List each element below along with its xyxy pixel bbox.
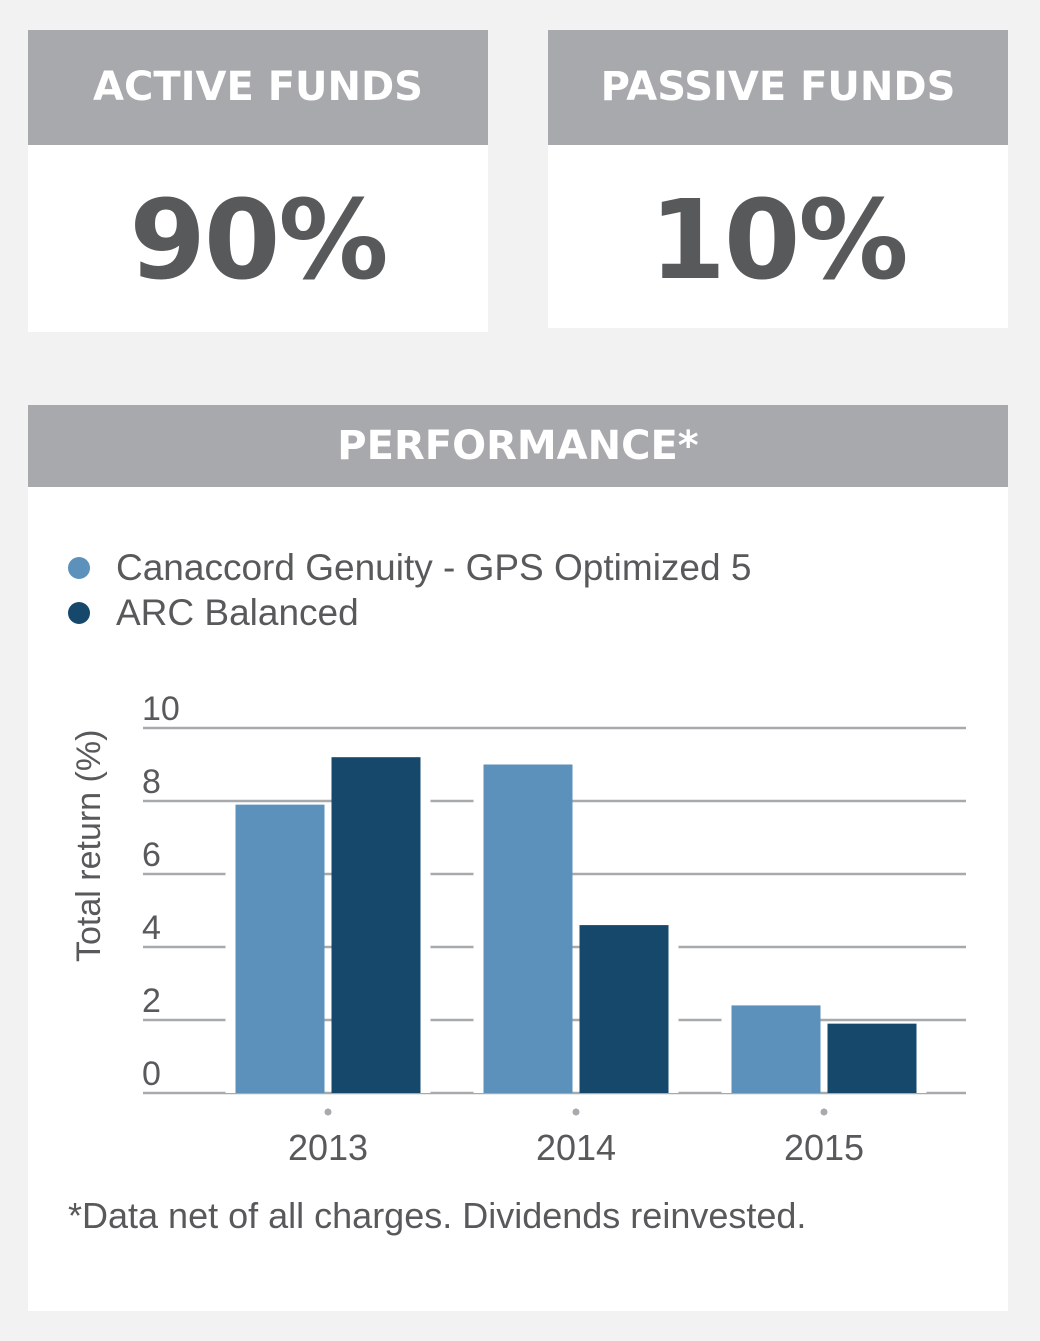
bar-2014-series-1 (483, 764, 573, 1093)
y-axis-label: Total return (%) (70, 730, 108, 962)
performance-card: PERFORMANCE* Canaccord Genuity - GPS Opt… (28, 405, 1008, 1311)
y-tick-label-8: 8 (142, 763, 161, 801)
legend-dot-series-2 (68, 601, 90, 624)
legend-label-series-1: Canaccord Genuity - GPS Optimized 5 (116, 546, 752, 588)
y-tick-label-4: 4 (142, 909, 161, 947)
legend-dot-series-1 (68, 556, 90, 579)
legend-item-series-2: ARC Balanced (68, 590, 751, 635)
y-tick-label-10: 10 (142, 690, 180, 728)
active-funds-value: 90% (129, 176, 388, 304)
chart-legend: Canaccord Genuity - GPS Optimized 5 ARC … (68, 545, 751, 635)
y-tick-label-2: 2 (142, 982, 161, 1020)
x-tick-dot-2013 (324, 1108, 332, 1116)
bar-2015-series-1 (731, 1005, 821, 1093)
x-tick-dot-2014 (572, 1108, 580, 1116)
performance-footnote: *Data net of all charges. Dividends rein… (68, 1195, 807, 1236)
performance-chart: 0 2 4 6 8 10 2013 2014 2015 Total return (%) (70, 690, 966, 1168)
passive-funds-value: 10% (649, 176, 908, 304)
passive-funds-label: PASSIVE FUNDS (548, 30, 1008, 145)
y-tick-label-6: 6 (142, 836, 161, 874)
bar-2013-series-1 (235, 804, 325, 1093)
y-tick-label-0: 0 (142, 1055, 161, 1093)
chart-axes: 0 2 4 6 8 10 2013 2014 2015 (142, 690, 864, 1168)
bar-2015-series-2 (827, 1023, 917, 1093)
legend-item-series-1: Canaccord Genuity - GPS Optimized 5 (68, 545, 751, 590)
passive-funds-card: PASSIVE FUNDS 10% (548, 30, 1008, 328)
legend-label-series-2: ARC Balanced (116, 591, 359, 633)
bar-2013-series-2 (331, 757, 421, 1093)
x-tick-label-2013: 2013 (288, 1127, 368, 1168)
active-funds-label: ACTIVE FUNDS (28, 30, 488, 145)
x-tick-dot-2015 (820, 1108, 828, 1116)
chart-bars (225, 757, 927, 1093)
x-tick-label-2015: 2015 (784, 1127, 864, 1168)
x-tick-label-2014: 2014 (536, 1127, 616, 1168)
bar-2014-series-2 (579, 925, 669, 1093)
performance-title: PERFORMANCE* (28, 405, 1008, 487)
active-funds-card: ACTIVE FUNDS 90% (28, 30, 488, 332)
